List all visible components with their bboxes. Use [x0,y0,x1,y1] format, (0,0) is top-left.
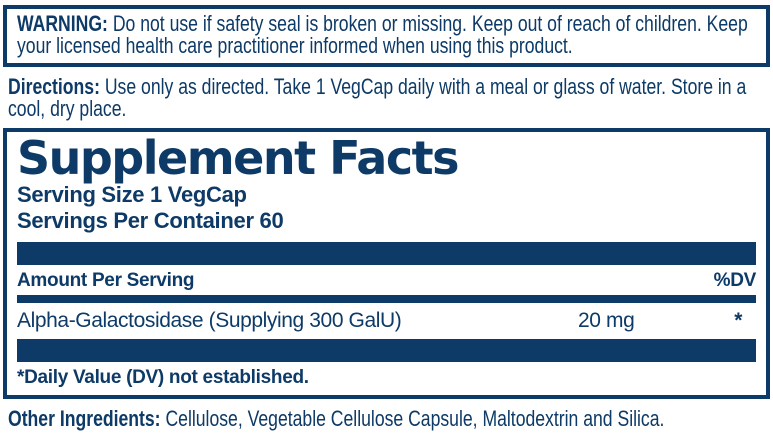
separator-bar-thick-top [17,242,756,265]
warning-text: Do not use if safety seal is broken or m… [17,11,748,58]
warning-label: WARNING: [17,11,108,36]
other-ingredients-text: Cellulose, Vegetable Cellulose Capsule, … [165,406,665,431]
ingredient-dv: * [734,309,742,332]
warning-box: WARNING: Do not use if safety seal is br… [3,5,770,67]
directions-text: Use only as directed. Take 1 VegCap dail… [8,74,747,121]
directions-paragraph: Directions: Use only as directed. Take 1… [8,76,765,120]
serving-size: Serving Size 1 VegCap [17,182,247,207]
ingredient-amount: 20 mg [578,309,635,332]
separator-bar-thick-bottom [17,339,756,362]
ingredient-row: Alpha-Galactosidase (Supplying 300 GalU)… [17,309,756,332]
other-ingredients-section: Other Ingredients: Cellulose, Vegetable … [8,408,765,430]
column-header-row: Amount Per Serving %DV [17,270,756,291]
daily-value-footnote: *Daily Value (DV) not established. [17,367,309,388]
directions-section: Directions: Use only as directed. Take 1… [8,76,765,120]
other-ingredients-label: Other Ingredients: [8,406,161,431]
separator-bar-thin [17,295,756,303]
column-header-amount: Amount Per Serving [17,270,195,291]
servings-per-container: Servings Per Container 60 [17,208,284,233]
supplement-facts-title: Supplement Facts [17,131,460,185]
ingredient-name: Alpha-Galactosidase (Supplying 300 GalU) [17,309,402,332]
supplement-facts-panel: Supplement Facts Serving Size 1 VegCap S… [3,128,770,399]
warning-paragraph: WARNING: Do not use if safety seal is br… [17,13,756,57]
directions-label: Directions: [8,74,100,99]
column-header-dv: %DV [713,270,757,291]
other-ingredients-paragraph: Other Ingredients: Cellulose, Vegetable … [8,408,765,430]
